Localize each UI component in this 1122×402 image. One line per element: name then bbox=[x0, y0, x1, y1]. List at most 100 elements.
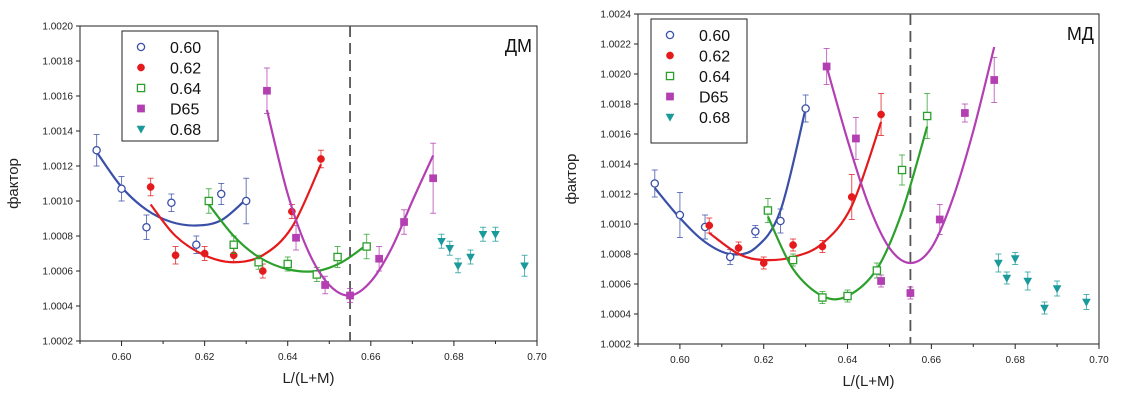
data-point bbox=[1040, 304, 1049, 313]
data-point bbox=[317, 155, 325, 163]
data-point bbox=[400, 218, 408, 226]
data-point bbox=[263, 86, 271, 95]
legend-box bbox=[650, 18, 748, 144]
data-point bbox=[204, 196, 214, 206]
series-0 bbox=[92, 134, 251, 254]
y-tick-label: 1.0020 bbox=[600, 70, 631, 81]
data-point bbox=[725, 252, 735, 262]
data-point bbox=[167, 198, 176, 207]
data-point bbox=[922, 111, 932, 121]
legend-label: 0.64 bbox=[170, 81, 201, 98]
legend-label: 0.64 bbox=[699, 69, 730, 86]
y-tick-label: 1.0006 bbox=[600, 280, 631, 291]
x-tick-label: 0.70 bbox=[1089, 355, 1109, 366]
data-point bbox=[92, 145, 101, 155]
x-tick-label: 0.60 bbox=[112, 352, 132, 363]
y-tick-label: 1.0004 bbox=[42, 302, 73, 313]
x-tick-label: 0.64 bbox=[838, 355, 858, 366]
series-2 bbox=[763, 93, 932, 304]
data-point bbox=[751, 227, 760, 236]
data-point bbox=[801, 104, 810, 113]
data-point bbox=[990, 76, 999, 84]
data-point bbox=[847, 193, 856, 201]
data-point bbox=[117, 184, 126, 193]
legend-label: 0.60 bbox=[699, 28, 730, 45]
data-point bbox=[1010, 255, 1020, 264]
data-point bbox=[650, 179, 660, 188]
legend: 0.60 0.62 0.64 D65 0.68 bbox=[121, 30, 219, 142]
legend-marker bbox=[137, 63, 145, 72]
data-point bbox=[491, 231, 500, 239]
y-tick-label: 1.0012 bbox=[42, 162, 73, 173]
x-axis-label: L/(L+M) bbox=[282, 370, 334, 387]
legend-label: D65 bbox=[170, 102, 199, 119]
y-tick-label: 1.0008 bbox=[42, 232, 73, 243]
legend-marker bbox=[666, 51, 674, 60]
plot-frame bbox=[79, 25, 538, 342]
legend-marker bbox=[136, 83, 146, 93]
data-point bbox=[292, 233, 300, 242]
y-tick-label: 1.0002 bbox=[42, 337, 73, 348]
y-tick-label: 1.0002 bbox=[600, 340, 631, 351]
data-point bbox=[437, 238, 446, 246]
data-point bbox=[520, 262, 529, 271]
y-tick-label: 1.0024 bbox=[600, 10, 631, 21]
x-tick-label: 0.68 bbox=[1005, 355, 1025, 366]
x-tick-label: 0.62 bbox=[195, 352, 215, 363]
y-tick-label: 1.0004 bbox=[600, 310, 631, 321]
x-tick-label: 0.66 bbox=[922, 355, 942, 366]
series-3 bbox=[263, 67, 437, 303]
plot-frame bbox=[637, 13, 1100, 345]
data-point bbox=[872, 266, 882, 275]
data-point bbox=[217, 189, 226, 199]
data-point bbox=[897, 165, 907, 175]
legend-label: 0.60 bbox=[170, 40, 201, 57]
data-point bbox=[321, 281, 329, 289]
data-point bbox=[818, 242, 827, 251]
data-point bbox=[171, 251, 180, 260]
data-point bbox=[961, 109, 969, 117]
fit-curve bbox=[825, 46, 996, 265]
series-0 bbox=[650, 94, 810, 265]
data-point bbox=[675, 210, 685, 220]
y-axis-label: фактор bbox=[563, 154, 580, 205]
panel-label: МД bbox=[1067, 24, 1094, 44]
data-point bbox=[822, 62, 831, 71]
legend-label: 0.62 bbox=[699, 49, 730, 66]
data-point bbox=[789, 241, 797, 249]
y-axis-label: фактор bbox=[5, 158, 22, 209]
data-point bbox=[346, 291, 354, 300]
data-point bbox=[1002, 274, 1012, 283]
x-axis-label: L/(L+M) bbox=[842, 373, 894, 390]
y-tick-label: 1.0012 bbox=[600, 190, 631, 201]
legend-marker bbox=[665, 30, 675, 40]
data-point bbox=[229, 240, 238, 249]
data-point bbox=[241, 196, 251, 206]
data-point bbox=[818, 293, 827, 302]
data-point bbox=[445, 245, 455, 253]
x-tick-label: 0.68 bbox=[444, 352, 464, 363]
chart-panel-md: 1.0002 1.0004 1.0006 1.0008 1.0010 1.0012 1.00… bbox=[563, 10, 1109, 391]
panel-label: ДМ bbox=[505, 36, 532, 56]
legend-label: D65 bbox=[699, 90, 728, 107]
data-point bbox=[877, 277, 885, 285]
data-point bbox=[852, 134, 860, 143]
y-tick-label: 1.0010 bbox=[600, 220, 631, 231]
y-tick-label: 1.0022 bbox=[600, 40, 631, 51]
y-tick-label: 1.0014 bbox=[42, 127, 73, 138]
legend-marker bbox=[666, 92, 674, 101]
series-4 bbox=[437, 226, 529, 277]
y-tick-label: 1.0014 bbox=[600, 160, 631, 171]
x-tick-label: 0.62 bbox=[754, 355, 774, 366]
y-tick-label: 1.0016 bbox=[600, 130, 631, 141]
data-point bbox=[466, 253, 475, 262]
series-4 bbox=[993, 252, 1091, 315]
data-point bbox=[763, 206, 773, 215]
y-tick-label: 1.0008 bbox=[600, 250, 631, 261]
x-tick-label: 0.70 bbox=[527, 352, 547, 363]
legend-marker bbox=[665, 113, 675, 122]
data-point bbox=[283, 259, 292, 269]
data-point bbox=[1052, 285, 1062, 294]
data-point bbox=[429, 174, 437, 183]
y-tick-label: 1.0018 bbox=[600, 100, 631, 111]
